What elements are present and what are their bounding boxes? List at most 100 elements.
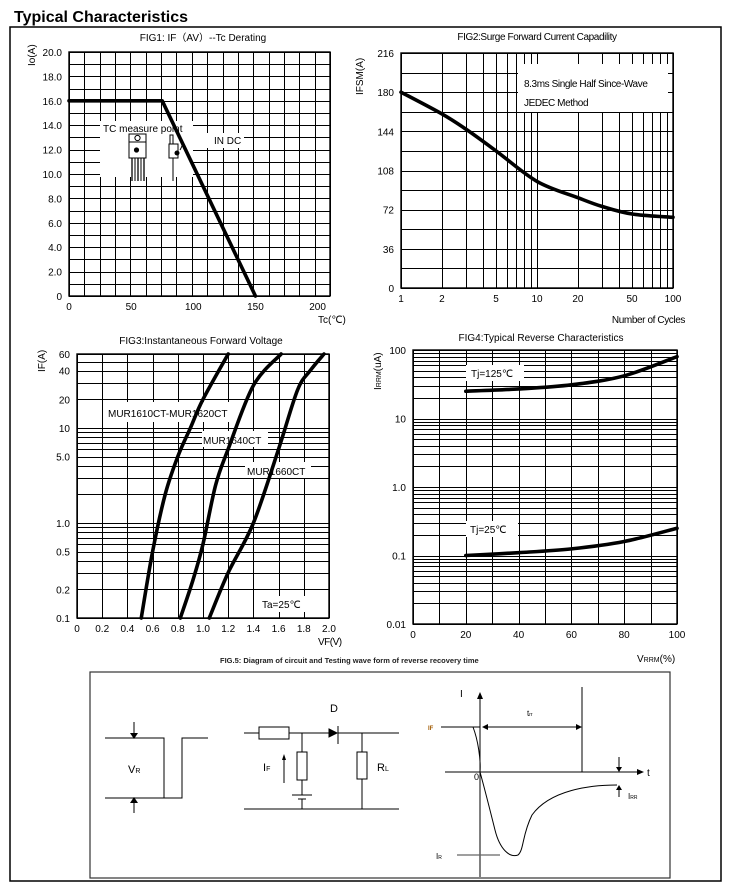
x-tick-label: 0 <box>66 302 72 313</box>
test-circuit: D IF RL <box>244 703 399 810</box>
temperature-label: Ta=25℃ <box>262 600 301 611</box>
if-label: IF <box>263 762 270 774</box>
x-tick-label: 1.0 <box>196 624 210 635</box>
y-tick-label: 72 <box>383 206 395 217</box>
x-tick-label: 50 <box>626 294 638 305</box>
x-tick-label: 5 <box>493 294 499 305</box>
i-axis-label: I <box>460 689 463 700</box>
series-line-3 <box>207 352 326 620</box>
y-tick-label: 16.0 <box>43 97 63 108</box>
y-tick-label: 6.0 <box>48 219 62 230</box>
fig2-x-axis-label: Number of Cycles <box>612 315 685 326</box>
label-background <box>518 64 668 112</box>
page-title: Typical Characteristics <box>14 9 188 26</box>
y-tick-label: 0 <box>388 284 394 295</box>
irr-label: IRR <box>628 792 638 801</box>
x-tick-label: 0.6 <box>146 624 160 635</box>
y-tick-label: 0.01 <box>387 620 407 631</box>
fig1-title: FIG1: IF（AV）--Tc Derating <box>140 32 267 44</box>
page-frame <box>9 26 722 882</box>
y-tick-label: 10 <box>395 415 407 426</box>
x-tick-label: 80 <box>619 630 631 641</box>
origin-label: 0 <box>474 772 479 782</box>
y-tick-label: 40 <box>59 367 71 378</box>
x-tick-label: 200 <box>309 302 326 313</box>
y-tick-label: 4.0 <box>48 243 62 254</box>
x-tick-label: 1.6 <box>272 624 286 635</box>
vr-pulse-waveform: VR <box>105 722 208 813</box>
series-label-2: Tj=25℃ <box>470 525 507 536</box>
battery-icon <box>292 794 312 800</box>
fig3-title: FIG3:Instantaneous Forward Voltage <box>119 336 283 347</box>
x-tick-label: 0.4 <box>120 624 134 635</box>
y-tick-label: 0 <box>56 292 62 303</box>
x-tick-label: 1 <box>398 294 404 305</box>
i-axis-arrow-icon <box>477 692 483 699</box>
y-tick-label: 180 <box>377 88 394 99</box>
series-line-1 <box>139 352 230 620</box>
y-tick-label: 12.0 <box>43 146 63 157</box>
fig3-y-axis-label: IF(A) <box>37 350 48 372</box>
label-background <box>466 521 518 537</box>
to220-package-icon <box>128 133 147 181</box>
fig5-frame <box>89 671 671 879</box>
grid <box>77 354 330 619</box>
irr-arrows-icon <box>616 767 622 790</box>
series-line-2 <box>178 352 283 620</box>
y-tick-label: 0.1 <box>392 552 406 563</box>
y-tick-label: 2.0 <box>48 268 62 279</box>
shunt-resistor-icon <box>296 751 308 781</box>
x-tick-label: 50 <box>126 302 138 313</box>
y-tick-label: 60 <box>59 350 71 361</box>
x-tick-label: 0 <box>410 630 416 641</box>
x-tick-label: 0 <box>74 624 80 635</box>
series-label-1: MUR1610CT-MUR1620CT <box>108 409 227 420</box>
arrow-up-icon <box>130 797 138 803</box>
label-background <box>202 431 268 447</box>
y-tick-label: 0.1 <box>56 614 70 625</box>
y-tick-label: 108 <box>377 167 394 178</box>
in-dc-label: IN DC <box>214 136 241 147</box>
y-tick-label: 20 <box>59 395 71 406</box>
to220-side-view-icon <box>168 134 184 181</box>
grid <box>69 52 331 297</box>
diode-icon <box>328 728 339 738</box>
x-tick-label: 100 <box>185 302 202 313</box>
label-background <box>192 133 244 148</box>
diode-label: D <box>330 703 338 715</box>
legend-line-2: JEDEC Method <box>524 98 588 109</box>
x-tick-label: 0.8 <box>171 624 185 635</box>
x-tick-label: 60 <box>566 630 578 641</box>
arrow-down-icon <box>130 733 138 739</box>
x-tick-label: 20 <box>460 630 472 641</box>
legend-line-1: 8.3ms Single Half Since-Wave <box>524 79 648 90</box>
label-background <box>104 402 236 422</box>
rl-label: RL <box>377 762 389 774</box>
y-tick-label: 14.0 <box>43 121 63 132</box>
x-tick-label: 1.8 <box>297 624 311 635</box>
vr-label: VR <box>128 764 140 776</box>
x-tick-label: 100 <box>669 630 686 641</box>
x-tick-label: 2.0 <box>322 624 336 635</box>
label-background <box>466 365 524 381</box>
y-tick-label: 10.0 <box>43 170 63 181</box>
tc-measure-point-label: TC measure point <box>103 124 183 135</box>
x-tick-label: 10 <box>531 294 543 305</box>
y-tick-label: 0.2 <box>56 585 70 596</box>
y-tick-label: 144 <box>377 127 394 138</box>
series-line-1 <box>67 99 258 298</box>
plot-area-border <box>412 349 678 625</box>
label-background <box>245 462 311 478</box>
x-tick-label: 100 <box>665 294 682 305</box>
fig5-diagram: FIG.5: Diagram of circuit and Testing wa… <box>89 656 671 879</box>
load-resistor-icon <box>356 751 368 780</box>
y-tick-label: 1.0 <box>392 483 406 494</box>
fig1-y-axis-label: Io(A) <box>27 44 38 66</box>
plot-area-border <box>400 52 674 289</box>
fig2-title: FIG2:Surge Forward Current Capadility <box>457 32 617 43</box>
y-tick-label: 18.0 <box>43 72 63 83</box>
series-resistor-icon <box>258 726 290 740</box>
fig2-y-axis-label: IFSM(A) <box>355 58 366 95</box>
plot-area-border <box>76 353 330 619</box>
